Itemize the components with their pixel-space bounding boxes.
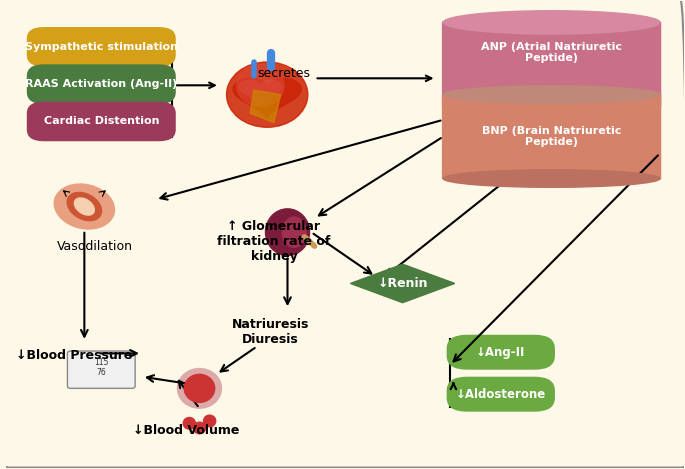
FancyBboxPatch shape xyxy=(27,27,176,67)
Ellipse shape xyxy=(183,417,195,429)
Text: ANP (Atrial Natriuretic
Peptide): ANP (Atrial Natriuretic Peptide) xyxy=(481,42,622,63)
Ellipse shape xyxy=(203,415,216,427)
Text: secretes: secretes xyxy=(258,67,310,80)
Ellipse shape xyxy=(184,374,214,402)
Text: BNP (Brain Natriuretic
Peptide): BNP (Brain Natriuretic Peptide) xyxy=(482,126,621,147)
Text: Natriuresis
Diuresis: Natriuresis Diuresis xyxy=(232,318,309,347)
Ellipse shape xyxy=(443,86,660,103)
FancyBboxPatch shape xyxy=(67,351,135,388)
Polygon shape xyxy=(250,90,281,122)
FancyBboxPatch shape xyxy=(447,377,555,412)
Ellipse shape xyxy=(227,62,308,127)
Text: ↓Ang-II: ↓Ang-II xyxy=(476,346,525,359)
Ellipse shape xyxy=(443,170,660,187)
FancyBboxPatch shape xyxy=(442,22,661,107)
Text: 115
76: 115 76 xyxy=(94,358,108,377)
FancyBboxPatch shape xyxy=(442,94,661,180)
Polygon shape xyxy=(239,80,282,104)
Ellipse shape xyxy=(54,184,114,229)
Text: Sympathetic stimulation: Sympathetic stimulation xyxy=(25,42,178,52)
Ellipse shape xyxy=(177,369,221,408)
Ellipse shape xyxy=(266,209,310,256)
Text: ↓Renin: ↓Renin xyxy=(377,277,428,290)
FancyBboxPatch shape xyxy=(27,64,176,104)
Ellipse shape xyxy=(237,64,284,106)
Polygon shape xyxy=(233,78,301,118)
Text: ↓Aldosterone: ↓Aldosterone xyxy=(456,388,546,401)
Ellipse shape xyxy=(282,217,306,247)
Ellipse shape xyxy=(193,422,206,434)
Ellipse shape xyxy=(67,192,101,220)
Text: ↓Blood Volume: ↓Blood Volume xyxy=(133,424,239,437)
Text: RAAS Activation (Ang-II): RAAS Activation (Ang-II) xyxy=(25,79,177,89)
FancyBboxPatch shape xyxy=(27,102,176,141)
Text: ↑ Glomerular
filtration rate of
kidney: ↑ Glomerular filtration rate of kidney xyxy=(217,220,331,263)
Polygon shape xyxy=(351,264,455,303)
Text: ↓Blood Pressure: ↓Blood Pressure xyxy=(16,349,132,362)
Ellipse shape xyxy=(75,198,95,215)
Text: Cardiac Distention: Cardiac Distention xyxy=(44,116,159,127)
FancyBboxPatch shape xyxy=(447,335,555,370)
Ellipse shape xyxy=(443,11,660,34)
Text: Vasodilation: Vasodilation xyxy=(57,240,132,253)
